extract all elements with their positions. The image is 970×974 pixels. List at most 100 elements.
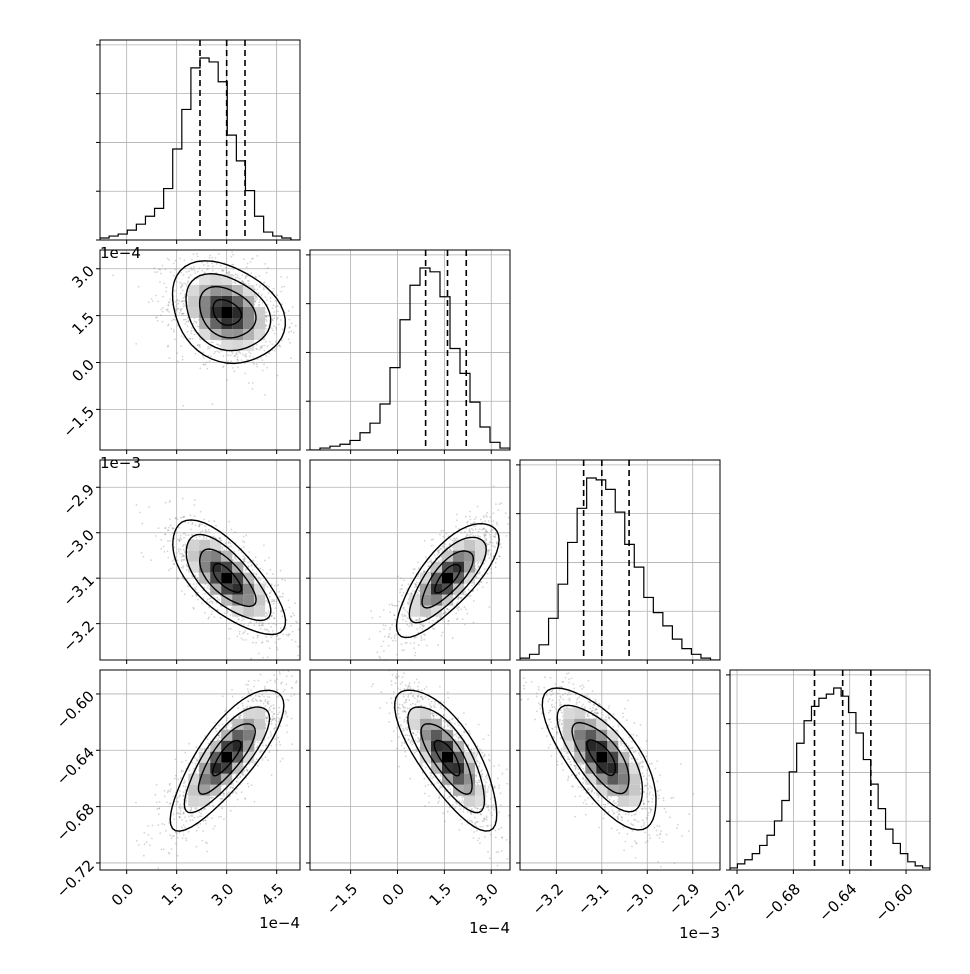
scatter-point [270,297,272,299]
scatter-point [173,275,175,277]
scatter-point [207,599,209,601]
scatter-point [259,285,261,287]
scatter-point [394,637,396,639]
scatter-point [212,341,214,343]
scatter-point [487,554,489,556]
scatter-point [268,292,270,294]
scatter-point [208,616,210,618]
panel-2-2 [516,460,720,664]
scatter-point [496,522,498,524]
scatter-point [171,848,173,850]
scatter-point [243,258,245,260]
scatter-point [278,591,280,593]
scatter-point [513,561,515,563]
scatter-point [196,253,198,255]
scatter-point [274,618,276,620]
scatter-point [206,531,208,533]
scatter-point [242,617,244,619]
scatter-point [248,280,250,282]
scatter-point [194,757,196,759]
scatter-point [188,277,190,279]
scatter-point [272,238,274,240]
scatter-point [262,569,264,571]
scatter-point [449,549,451,551]
scatter-point [178,551,180,553]
scatter-point [181,761,183,763]
scatter-point [182,284,184,286]
scatter-point [290,357,292,359]
scatter-point [220,617,222,619]
scatter-point [172,527,174,529]
scatter-point [473,600,475,602]
scatter-point [437,644,439,646]
scatter-point [206,362,208,364]
scatter-point [490,538,492,540]
scatter-point [285,312,287,314]
scatter-point [175,517,177,519]
scatter-point [282,328,284,330]
scatter-point [277,305,279,307]
scatter-point [256,574,258,576]
scatter-point [495,534,497,536]
scatter-point [185,323,187,325]
histogram-step [520,478,720,660]
scatter-point [173,263,175,265]
scatter-point [182,356,184,358]
density-cell [243,595,254,606]
scatter-point [215,257,217,259]
scatter-point [485,534,487,536]
scatter-point [171,837,173,839]
scatter-point [196,830,198,832]
scatter-point [151,838,153,840]
scatter-point [441,530,443,532]
scatter-point [389,629,391,631]
scatter-point [248,691,250,693]
scatter-point [489,606,491,608]
scatter-point [304,621,306,623]
scatter-point [263,350,265,352]
scatter-point [274,333,276,335]
scatter-point [204,612,206,614]
scatter-point [273,603,275,605]
scatter-point [446,608,448,610]
scatter-point [155,794,157,796]
scatter-point [423,633,425,635]
scatter-point [196,825,198,827]
scatter-point [281,339,283,341]
scatter-point [391,624,393,626]
scatter-point [446,533,448,535]
scatter-point [192,522,194,524]
scatter-point [468,589,470,591]
scatter-point [160,539,162,541]
scatter-point [281,286,283,288]
scatter-point [241,275,243,277]
scatter-point [201,270,203,272]
scatter-point [456,607,458,609]
scatter-point [282,593,284,595]
scatter-point [182,359,184,361]
scatter-point [392,605,394,607]
scatter-point [494,536,496,538]
scatter-point [402,619,404,621]
scatter-point [165,269,167,271]
scatter-point [405,620,407,622]
scatter-point [492,542,494,544]
scatter-point [508,517,510,519]
scatter-point [384,673,386,675]
scatter-point [392,640,394,642]
scatter-point [227,360,229,362]
scatter-point [389,627,391,629]
scatter-point [263,363,265,365]
scatter-point [266,586,268,588]
scatter-point [369,638,371,640]
scatter-point [169,518,171,520]
scatter-point [248,351,250,353]
scatter-point [271,327,273,329]
scatter-point [258,680,260,682]
scatter-point [231,264,233,266]
scatter-point [141,552,143,554]
scatter-point [258,625,260,627]
scatter-point [291,743,293,745]
scatter-point [495,503,497,505]
scatter-point [180,549,182,551]
